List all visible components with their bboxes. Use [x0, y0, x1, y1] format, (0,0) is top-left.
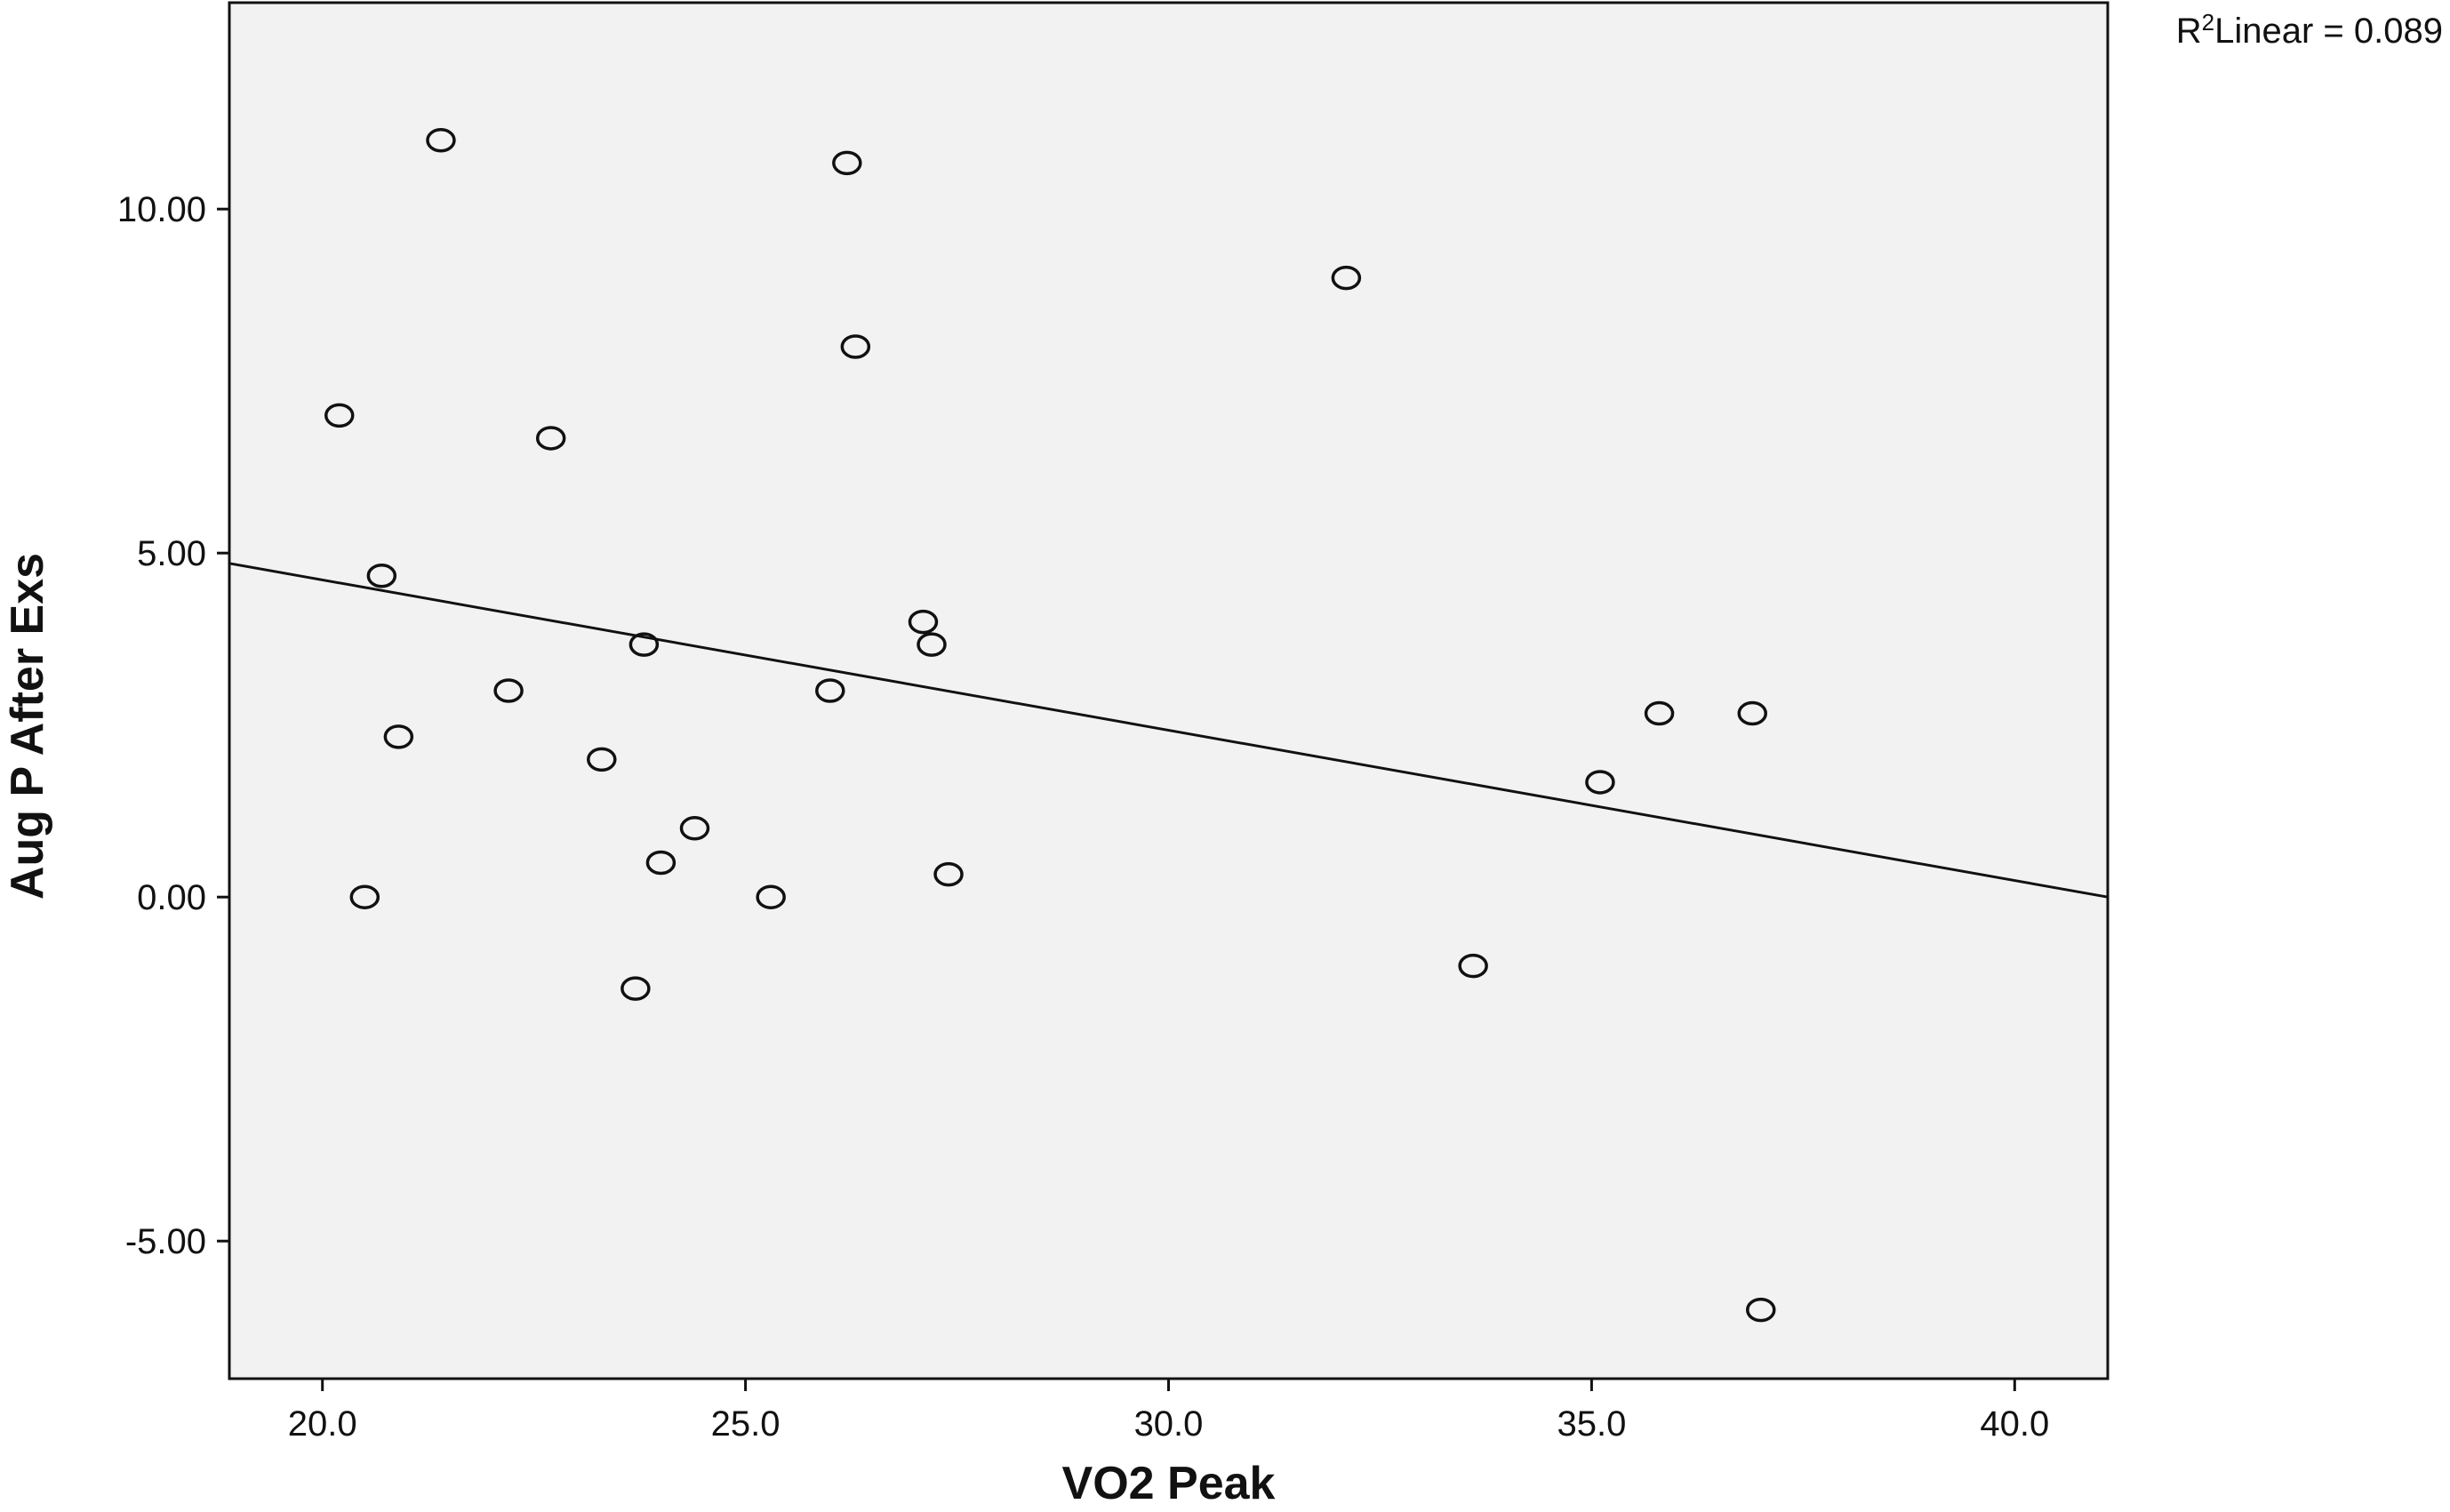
- axis-ticks: [217, 207, 2016, 1391]
- data-point: [917, 632, 947, 657]
- data-point: [933, 861, 964, 887]
- x-tick-label: 40.0: [1980, 1404, 2049, 1444]
- x-tick-label: 25.0: [711, 1404, 781, 1444]
- data-point: [426, 128, 456, 153]
- plot-frame: [228, 1, 2110, 1380]
- data-point: [1585, 770, 1615, 795]
- x-axis-title: VO2 Peak: [1062, 1458, 1276, 1509]
- data-point: [493, 678, 524, 703]
- data-point: [1331, 265, 1362, 291]
- x-tick-label: 30.0: [1134, 1404, 1204, 1444]
- y-tick-label: 10.00: [117, 190, 206, 229]
- tick-labels: 20.0 25.0 30.0 35.0 40.0 -5.00 0.00 5.00 10.00: [117, 190, 2049, 1444]
- x-tick-label: 35.0: [1557, 1404, 1626, 1444]
- data-point: [1746, 1297, 1776, 1323]
- data-point: [815, 678, 845, 703]
- y-tick-label: 5.00: [137, 534, 206, 573]
- data-point: [349, 884, 380, 909]
- r-label: R: [2176, 12, 2202, 51]
- fit-line-layer: [228, 562, 2109, 899]
- data-point: [1458, 953, 1488, 979]
- data-point: [324, 403, 355, 428]
- y-tick-label: -5.00: [125, 1222, 206, 1261]
- data-point: [840, 334, 871, 359]
- data-point: [1644, 700, 1675, 726]
- data-point: [383, 724, 414, 749]
- y-tick-label: 0.00: [137, 878, 206, 917]
- data-point: [679, 816, 710, 841]
- r-superscript: 2: [2202, 9, 2214, 36]
- data-point: [908, 609, 939, 635]
- r-squared-annotation: R2Linear = 0.089: [2176, 9, 2443, 51]
- regression-line: [228, 562, 2109, 899]
- data-point: [629, 632, 660, 657]
- data-point: [756, 884, 786, 909]
- data-point: [535, 426, 566, 451]
- data-point: [587, 747, 617, 772]
- data-point: [1737, 700, 1767, 726]
- data-point: [621, 976, 651, 1001]
- r-squared-value: Linear = 0.089: [2214, 12, 2443, 51]
- data-point: [832, 150, 862, 176]
- y-axis-title: Aug P After Exs: [2, 553, 53, 900]
- data-points: [324, 128, 1776, 1323]
- data-point: [366, 563, 397, 588]
- plot-area: [229, 3, 2108, 1379]
- x-tick-label: 20.0: [288, 1404, 357, 1444]
- data-point: [645, 850, 677, 876]
